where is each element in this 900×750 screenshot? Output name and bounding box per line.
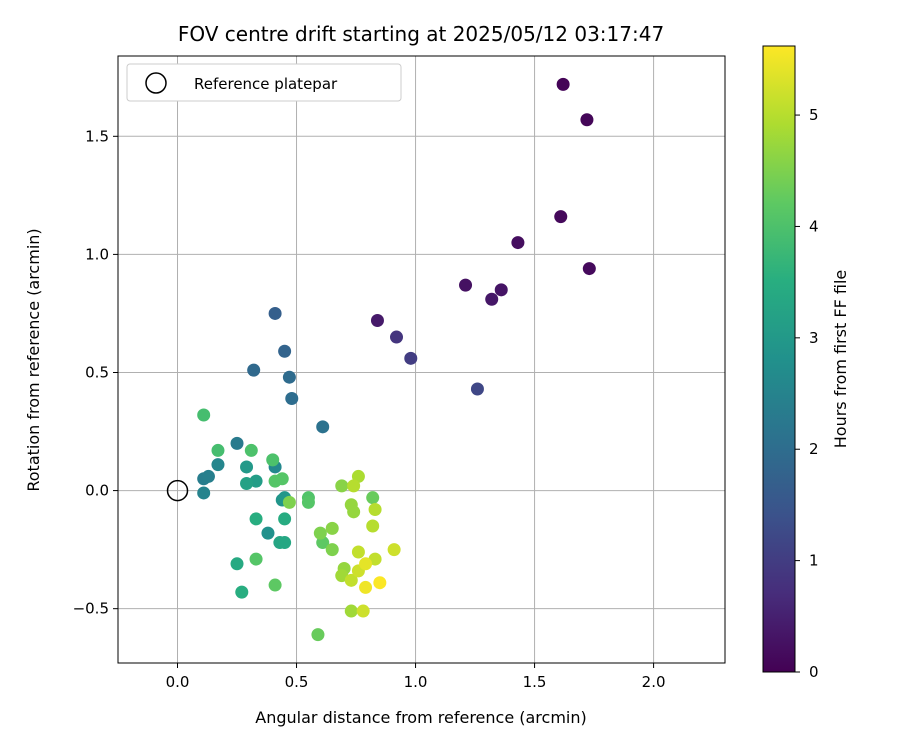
data-point [359,580,373,594]
y-axis-label: Rotation from reference (arcmin) [24,228,43,491]
x-axis-label: Angular distance from reference (arcmin) [255,708,586,727]
data-point [275,472,289,486]
data-point [485,292,499,306]
y-axis-ticks: −0.5 0.0 0.5 1.0 1.5 [73,127,118,618]
x-tick-label: 2.0 [642,673,666,691]
data-point [197,486,211,500]
data-point [554,210,568,224]
data-point [261,526,275,540]
data-point [511,236,525,250]
data-point [556,77,570,91]
data-point [325,543,339,557]
y-tick-label: 0.0 [85,482,109,500]
x-axis-ticks: 0.0 0.5 1.0 1.5 2.0 [166,663,666,691]
data-point [282,495,296,509]
data-point [230,557,244,571]
data-point [278,536,292,550]
colorbar-tick-label: 5 [809,106,819,124]
colorbar: 0 1 2 3 4 5 Hours from first FF file [762,45,850,681]
data-point [249,512,263,526]
reference-point-marker [166,479,189,502]
data-point [230,436,244,450]
data-point [494,283,508,297]
data-point [311,628,325,642]
legend-label: Reference platepar [194,75,338,93]
chart-title: FOV centre drift starting at 2025/05/12 … [178,22,664,46]
data-point [580,113,594,127]
data-point [249,552,263,566]
data-point [268,306,282,320]
data-point [266,453,280,467]
data-point [201,469,215,483]
x-tick-label: 0.0 [166,673,190,691]
data-point [344,604,358,618]
data-point [351,545,365,559]
data-point [247,363,261,377]
data-point [282,370,296,384]
data-point [387,543,401,557]
data-point [316,420,330,434]
x-tick-label: 1.5 [523,673,547,691]
data-point [390,330,404,344]
y-tick-label: 1.5 [85,127,109,145]
data-point [235,585,249,599]
data-point [335,479,349,493]
data-point [356,604,370,618]
data-point [240,460,254,474]
data-point [268,578,282,592]
legend-box [126,63,402,102]
legend-marker [145,72,167,94]
data-point [366,519,380,533]
data-point [366,491,380,505]
data-point [313,526,327,540]
y-tick-label: 0.5 [85,363,109,381]
scatter-points [197,77,596,642]
data-point [301,495,315,509]
data-point [404,351,418,365]
colorbar-tick-label: 3 [809,329,819,347]
legend: Reference platepar [126,63,402,102]
x-tick-label: 1.0 [404,673,428,691]
colorbar-tick-label: 1 [809,552,819,570]
colorbar-gradient [762,45,796,673]
data-point [373,576,387,590]
data-point [211,458,225,472]
grid-lines [118,56,725,663]
data-point [211,443,225,457]
x-tick-label: 0.5 [285,673,309,691]
plot-frame [117,55,726,664]
data-point [470,382,484,396]
y-tick-label: −0.5 [73,600,109,618]
data-point [240,476,254,490]
colorbar-tick-label: 2 [809,440,819,458]
data-point [344,573,358,587]
data-point [197,408,211,422]
colorbar-label: Hours from first FF file [831,270,850,449]
colorbar-tick-label: 0 [809,663,819,681]
data-point [459,278,473,292]
data-point [278,512,292,526]
colorbar-ticks: 0 1 2 3 4 5 [795,106,819,681]
data-point [582,262,596,276]
data-point [325,521,339,535]
data-point [278,344,292,358]
data-point [347,479,361,493]
colorbar-tick-label: 4 [809,217,819,235]
data-point [359,557,373,571]
data-point [285,391,299,405]
data-point [368,502,382,516]
y-tick-label: 1.0 [85,245,109,263]
data-point [370,314,384,328]
data-point [347,505,361,519]
data-point [244,443,258,457]
